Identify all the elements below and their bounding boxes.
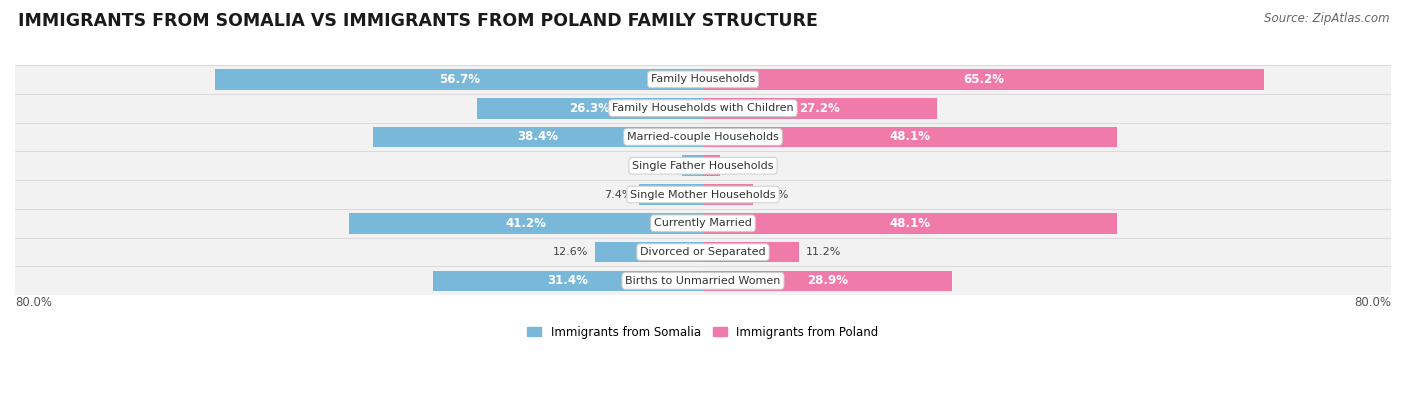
Text: Single Father Households: Single Father Households [633,161,773,171]
Text: 12.6%: 12.6% [553,247,588,257]
Bar [15,238,1391,267]
Text: 2.5%: 2.5% [647,161,675,171]
Bar [215,69,703,90]
Bar [15,180,1391,209]
Bar [15,122,1391,151]
Text: 27.2%: 27.2% [800,102,841,115]
Text: 48.1%: 48.1% [890,130,931,143]
Text: 80.0%: 80.0% [15,296,52,309]
Bar [703,98,936,118]
Bar [15,65,1391,94]
Text: Family Households with Children: Family Households with Children [612,103,794,113]
Text: 28.9%: 28.9% [807,275,848,288]
Bar [682,155,703,176]
Text: 41.2%: 41.2% [505,217,547,230]
Bar [703,184,752,205]
Text: 2.0%: 2.0% [727,161,755,171]
Bar [477,98,703,118]
Text: 31.4%: 31.4% [547,275,589,288]
Bar [703,126,1116,147]
Text: 38.4%: 38.4% [517,130,558,143]
Bar [373,126,703,147]
Text: 48.1%: 48.1% [890,217,931,230]
Legend: Immigrants from Somalia, Immigrants from Poland: Immigrants from Somalia, Immigrants from… [523,321,883,343]
Text: 56.7%: 56.7% [439,73,479,86]
Text: 11.2%: 11.2% [806,247,842,257]
Text: 7.4%: 7.4% [605,190,633,199]
Text: 5.8%: 5.8% [759,190,789,199]
Bar [349,213,703,234]
Bar [703,69,1264,90]
Bar [15,267,1391,295]
Text: Source: ZipAtlas.com: Source: ZipAtlas.com [1264,12,1389,25]
Bar [15,209,1391,238]
Text: IMMIGRANTS FROM SOMALIA VS IMMIGRANTS FROM POLAND FAMILY STRUCTURE: IMMIGRANTS FROM SOMALIA VS IMMIGRANTS FR… [18,12,818,30]
Text: 80.0%: 80.0% [1354,296,1391,309]
Text: Family Households: Family Households [651,74,755,85]
Text: 26.3%: 26.3% [569,102,610,115]
Text: Currently Married: Currently Married [654,218,752,228]
Text: Divorced or Separated: Divorced or Separated [640,247,766,257]
Bar [703,213,1116,234]
Bar [15,151,1391,180]
Text: Married-couple Households: Married-couple Households [627,132,779,142]
Bar [703,242,800,262]
Bar [433,271,703,291]
Text: 65.2%: 65.2% [963,73,1004,86]
Text: Births to Unmarried Women: Births to Unmarried Women [626,276,780,286]
Bar [640,184,703,205]
Bar [703,155,720,176]
Bar [595,242,703,262]
Text: Single Mother Households: Single Mother Households [630,190,776,199]
Bar [15,94,1391,122]
Bar [703,271,952,291]
